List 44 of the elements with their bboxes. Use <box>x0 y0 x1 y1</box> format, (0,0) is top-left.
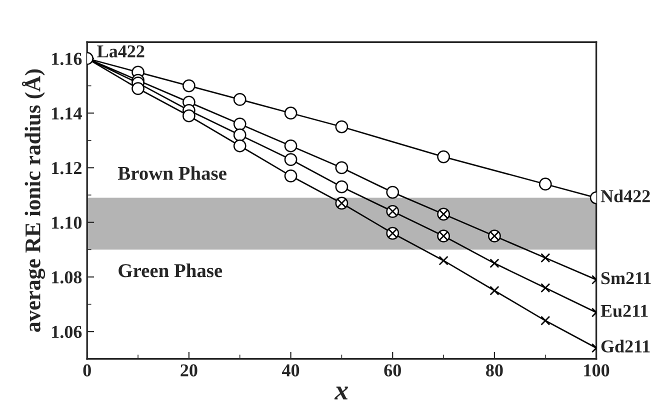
point <box>182 79 196 92</box>
point <box>233 118 246 130</box>
x-tick-label: 60 <box>384 364 401 376</box>
point <box>437 150 450 164</box>
y-tick-label: 1.06 <box>52 326 82 338</box>
x-tick-label: 80 <box>486 364 503 376</box>
series-label: Eu211 <box>600 304 648 318</box>
point <box>284 139 298 152</box>
y-tick-label: 1.10 <box>52 216 82 229</box>
point <box>132 82 144 95</box>
point <box>284 153 298 166</box>
point <box>438 256 448 266</box>
point <box>335 161 348 174</box>
point <box>182 109 196 122</box>
point <box>540 316 550 326</box>
point <box>538 178 552 191</box>
point <box>490 286 500 296</box>
point <box>386 186 400 199</box>
x-tick-label: 100 <box>584 364 610 376</box>
point <box>540 283 550 293</box>
x-tick-label: 40 <box>282 364 300 376</box>
point <box>284 106 298 120</box>
point <box>284 169 298 182</box>
y-axis-title: average RE ionic radius (Å) <box>22 69 46 332</box>
x-tick-label: 0 <box>83 364 91 376</box>
y-tick-label: 1.14 <box>52 107 82 120</box>
point <box>335 180 348 194</box>
point <box>233 139 246 152</box>
x-axis-title: x <box>334 386 348 400</box>
y-tick-label: 1.08 <box>52 271 82 284</box>
point <box>490 258 500 268</box>
y-tick-label: 1.16 <box>52 52 82 66</box>
series-label: Sm211 <box>601 272 651 284</box>
annotation: Brown Phase <box>118 166 226 180</box>
point <box>233 93 246 106</box>
series-label: Gd211 <box>601 340 650 352</box>
annotation: La422 <box>97 45 144 58</box>
annotation: Green Phase <box>118 264 222 278</box>
y-tick-label: 1.12 <box>52 162 82 174</box>
point <box>540 253 550 263</box>
series-label: Nd422 <box>600 190 650 202</box>
point <box>233 128 246 142</box>
point <box>335 120 348 134</box>
x-tick-label: 20 <box>180 364 198 376</box>
